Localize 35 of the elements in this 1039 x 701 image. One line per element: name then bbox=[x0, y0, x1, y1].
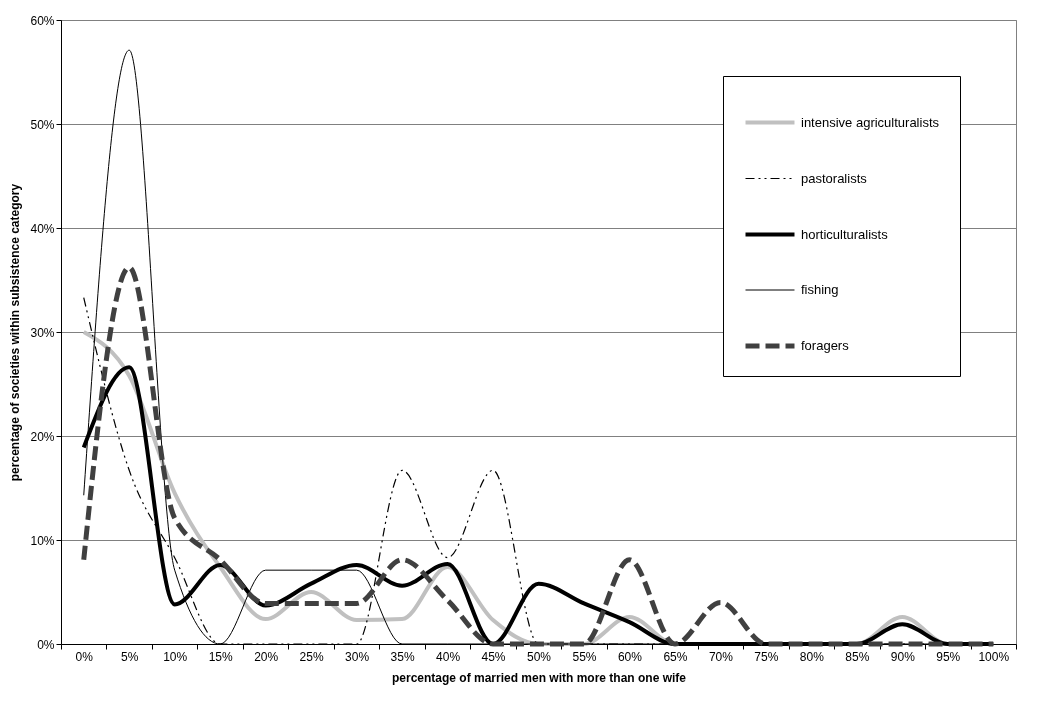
legend-label: intensive agriculturalists bbox=[801, 114, 940, 130]
x-tick-label: 45% bbox=[481, 649, 506, 664]
legend-label: pastoralists bbox=[801, 170, 868, 186]
x-tick-label: 10% bbox=[163, 649, 188, 664]
x-tick-label: 40% bbox=[436, 649, 461, 664]
legend-label: horticulturalists bbox=[801, 226, 889, 242]
y-tick-label: 40% bbox=[30, 221, 55, 236]
x-tick-label: 30% bbox=[345, 649, 370, 664]
y-tick-label: 30% bbox=[30, 325, 55, 340]
y-axis-title: percentage of societies within subsistence category bbox=[8, 183, 23, 482]
x-tick-label: 60% bbox=[617, 649, 643, 664]
x-tick-label: 85% bbox=[845, 649, 870, 664]
x-tick-label: 55% bbox=[572, 649, 597, 664]
x-tick-label: 80% bbox=[799, 649, 825, 664]
x-tick-label: 50% bbox=[526, 649, 552, 664]
x-tick-label: 90% bbox=[890, 649, 916, 664]
x-tick-label: 100% bbox=[978, 649, 1010, 664]
y-tick-label: 10% bbox=[30, 533, 55, 548]
legend-label: fishing bbox=[801, 282, 839, 297]
x-tick-label: 25% bbox=[299, 649, 324, 664]
x-tick-label: 95% bbox=[936, 649, 961, 664]
x-tick-label: 0% bbox=[75, 649, 94, 664]
x-tick-label: 70% bbox=[708, 649, 734, 664]
y-tick-label: 20% bbox=[30, 429, 55, 444]
y-tick-label: 0% bbox=[37, 637, 55, 652]
x-tick-label: 5% bbox=[121, 649, 139, 664]
y-tick-label: 60% bbox=[30, 13, 55, 28]
x-axis-title: percentage of married men with more than one wife bbox=[391, 670, 687, 685]
x-tick-label: 15% bbox=[208, 649, 233, 664]
x-tick-label: 75% bbox=[754, 649, 779, 664]
legend-label: foragers bbox=[801, 338, 850, 353]
x-tick-label: 35% bbox=[390, 649, 415, 664]
x-tick-label: 20% bbox=[254, 649, 279, 664]
y-tick-label: 50% bbox=[30, 117, 55, 132]
x-tick-label: 65% bbox=[663, 649, 688, 664]
